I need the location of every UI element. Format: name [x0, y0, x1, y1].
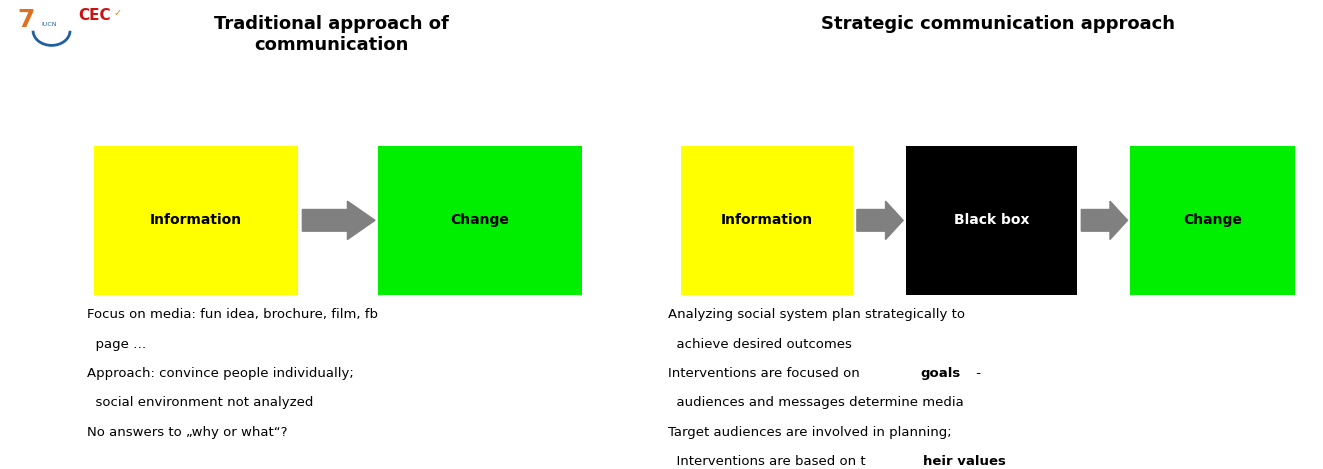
Text: Interventions are based on t: Interventions are based on t	[668, 455, 865, 468]
Text: Strategic communication approach: Strategic communication approach	[822, 15, 1175, 33]
Text: Approach: convince people individually;: Approach: convince people individually;	[87, 367, 355, 380]
Text: Target audiences are involved in planning;: Target audiences are involved in plannin…	[668, 426, 951, 439]
Text: No answers to „why or what“?: No answers to „why or what“?	[87, 426, 287, 439]
Text: goals: goals	[921, 367, 960, 380]
Text: audiences and messages determine media: audiences and messages determine media	[668, 396, 964, 409]
Text: achieve desired outcomes: achieve desired outcomes	[668, 338, 852, 351]
Polygon shape	[857, 201, 904, 240]
Text: ✓: ✓	[114, 8, 122, 18]
Text: Change: Change	[1183, 213, 1242, 227]
Text: Information: Information	[721, 213, 814, 227]
Text: Black box: Black box	[954, 213, 1029, 227]
FancyBboxPatch shape	[377, 146, 582, 295]
Text: IUCN: IUCN	[41, 22, 57, 27]
FancyBboxPatch shape	[94, 146, 299, 295]
Polygon shape	[1081, 201, 1127, 240]
Text: Interventions are focused on: Interventions are focused on	[668, 367, 864, 380]
Text: Information: Information	[149, 213, 242, 227]
FancyBboxPatch shape	[1130, 146, 1295, 295]
Text: -: -	[972, 367, 982, 380]
FancyBboxPatch shape	[681, 146, 853, 295]
Text: heir values: heir values	[922, 455, 1005, 468]
FancyBboxPatch shape	[906, 146, 1077, 295]
Text: Traditional approach of
communication: Traditional approach of communication	[214, 15, 448, 54]
Text: social environment not analyzed: social environment not analyzed	[87, 396, 314, 409]
Text: page …: page …	[87, 338, 147, 351]
Text: CEC: CEC	[78, 8, 111, 23]
Text: Focus on media: fun idea, brochure, film, fb: Focus on media: fun idea, brochure, film…	[87, 308, 378, 321]
Polygon shape	[303, 201, 374, 240]
Text: Analyzing social system plan strategically to: Analyzing social system plan strategical…	[668, 308, 964, 321]
Text: 7: 7	[17, 8, 34, 32]
Text: Change: Change	[451, 213, 509, 227]
